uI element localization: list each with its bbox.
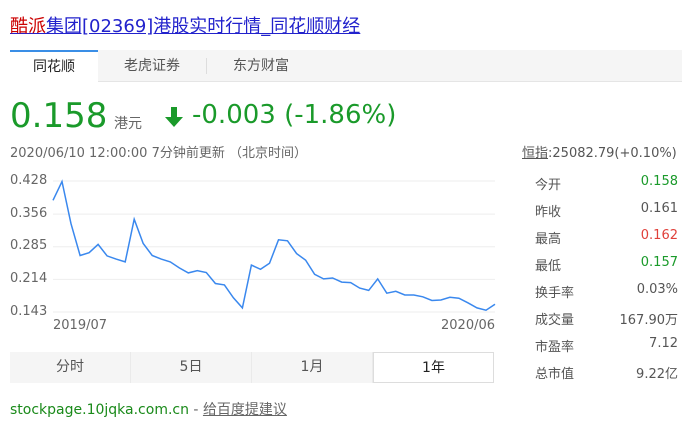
stat-value: 0.162 — [640, 228, 678, 243]
stat-value: 9.22亿 — [636, 367, 678, 382]
feedback-link[interactable]: 给百度提建议 — [202, 402, 287, 418]
stat-row: 今开 0.158 — [535, 174, 678, 193]
range-1m[interactable]: 1月 — [252, 352, 373, 383]
stat-value: 0.157 — [640, 255, 678, 270]
stat-value: 0.161 — [640, 201, 678, 216]
y-tick: 0.428 — [10, 173, 48, 188]
range-intraday[interactable]: 分时 — [10, 352, 131, 383]
range-1y[interactable]: 1年 — [373, 352, 494, 383]
result-title-link[interactable]: 酷派集团[02369]港股实时行情_同花顺财经 — [10, 12, 360, 38]
stat-label: 成交量 — [535, 313, 575, 328]
price-unit: 港元 — [114, 116, 142, 132]
y-tick: 0.143 — [10, 304, 48, 319]
tab-eastmoney[interactable]: 东方财富 — [233, 58, 289, 74]
y-tick: 0.214 — [10, 271, 48, 286]
arrow-down-icon — [165, 107, 183, 127]
range-5d[interactable]: 5日 — [131, 352, 252, 383]
stat-row: 最高 0.162 — [535, 228, 678, 247]
tab-tonghuashun[interactable]: 同花顺 — [10, 50, 98, 82]
y-tick: 0.285 — [10, 238, 48, 253]
stat-row: 最低 0.157 — [535, 255, 678, 274]
price-chart — [52, 179, 496, 313]
result-footer: stockpage.10jqka.com.cn - 给百度提建议 — [10, 399, 287, 419]
stat-row: 昨收 0.161 — [535, 201, 678, 220]
y-tick: 0.356 — [10, 206, 48, 221]
stat-value: 0.158 — [640, 174, 678, 189]
stat-row: 换手率 0.03% — [535, 282, 678, 301]
stat-label: 昨收 — [535, 205, 562, 220]
current-price: 0.158 — [10, 96, 108, 136]
stat-row: 总市值 9.22亿 — [535, 363, 678, 382]
stat-label: 今开 — [535, 178, 562, 193]
stat-label: 市盈率 — [535, 340, 575, 355]
price-change: -0.003 (-1.86%) — [192, 100, 397, 130]
stat-value: 7.12 — [649, 336, 678, 351]
source-url[interactable]: stockpage.10jqka.com.cn — [10, 402, 189, 418]
divider — [206, 58, 207, 74]
separator: - — [188, 402, 203, 418]
stat-row: 成交量 167.90万 — [535, 309, 678, 328]
stat-label: 换手率 — [535, 286, 575, 301]
price-line — [52, 179, 496, 312]
x-tick: 2019/07 — [53, 318, 108, 333]
range-selector: 分时 5日 1月 1年 — [10, 352, 494, 383]
stat-label: 最高 — [535, 232, 562, 247]
stat-value: 167.90万 — [619, 313, 679, 328]
stat-value: 0.03% — [636, 282, 678, 297]
source-tabs: 同花顺 老虎证券 东方财富 — [10, 50, 682, 82]
x-tick: 2020/06 — [441, 318, 496, 333]
stat-label: 总市值 — [535, 367, 575, 382]
hang-seng-index: 恒指:25082.79(+0.10%) — [522, 142, 677, 161]
tab-tiger[interactable]: 老虎证券 — [124, 58, 180, 74]
update-time: 2020/06/10 12:00:00 7分钟前更新 （北京时间） — [10, 146, 307, 161]
title-highlight: 酷派 — [10, 16, 46, 37]
hsi-value: :25082.79(+0.10%) — [548, 146, 677, 161]
title-text: 集团[02369]港股实时行情_同花顺财经 — [46, 16, 361, 37]
stat-row: 市盈率 7.12 — [535, 336, 678, 355]
hsi-link[interactable]: 恒指 — [522, 146, 549, 161]
stat-label: 最低 — [535, 259, 562, 274]
